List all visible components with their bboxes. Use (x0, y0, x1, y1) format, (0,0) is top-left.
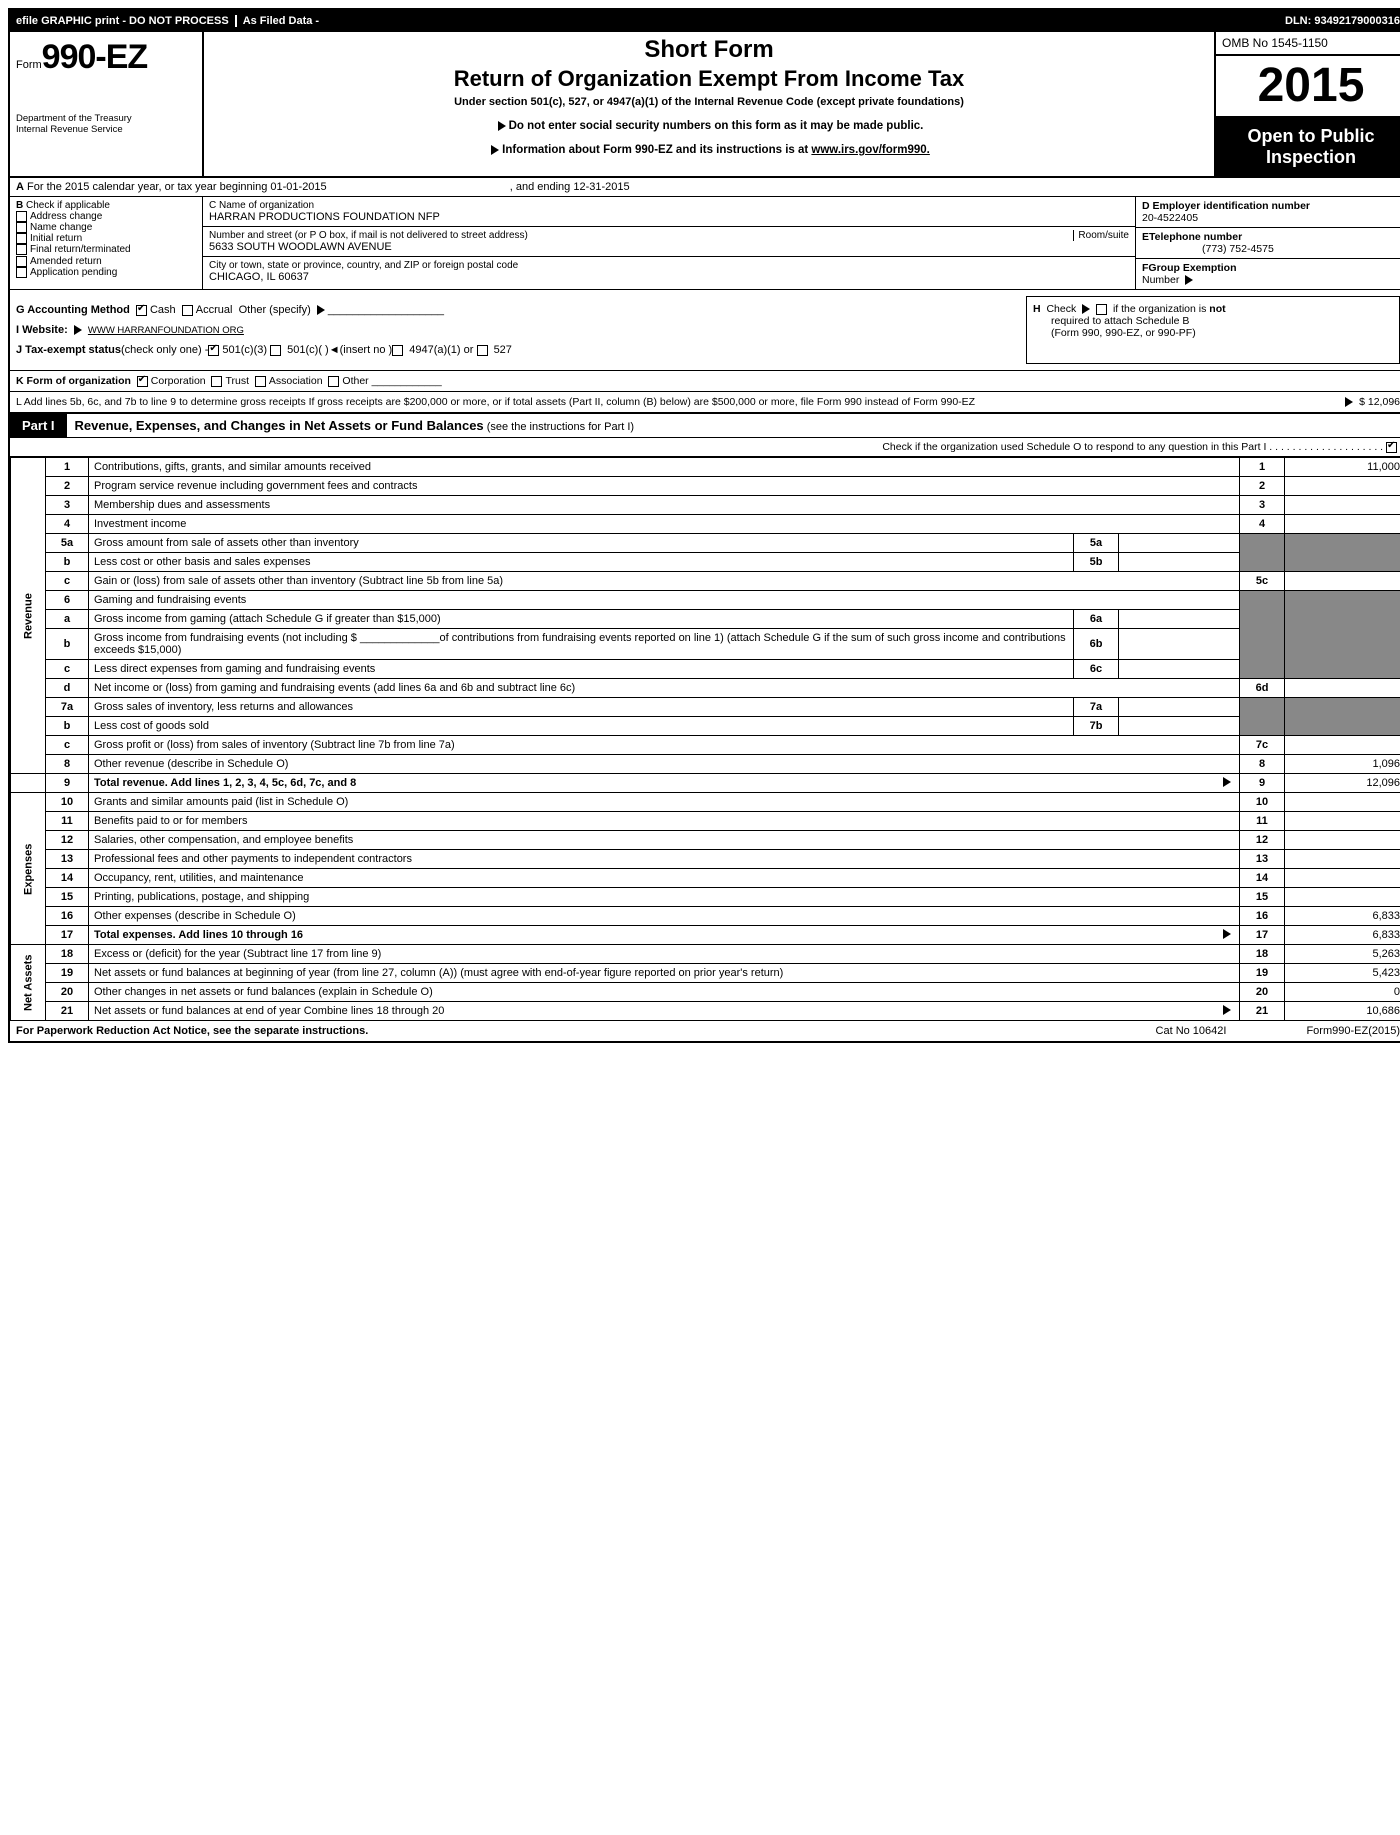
short-form-label: Short Form (210, 36, 1208, 64)
dln-label: DLN: 93492179000316 (1279, 15, 1400, 27)
triangle-icon (491, 145, 499, 155)
asfiled-label: As Filed Data - (237, 15, 325, 27)
form-container: efile GRAPHIC print - DO NOT PROCESS As … (8, 8, 1400, 1043)
checkbox[interactable] (16, 211, 27, 222)
lines-table: Revenue 1Contributions, gifts, grants, a… (10, 457, 1400, 1021)
checkbox[interactable] (255, 376, 266, 387)
checkbox[interactable] (392, 345, 403, 356)
section-A: A For the 2015 calendar year, or tax yea… (10, 178, 1400, 197)
checkbox[interactable] (16, 233, 27, 244)
section-GHI: G Accounting Method Cash Accrual Other (… (10, 290, 1400, 371)
netassets-label: Net Assets (11, 945, 46, 1021)
footer: For Paperwork Reduction Act Notice, see … (10, 1021, 1400, 1041)
checkbox[interactable] (211, 376, 222, 387)
checkbox-cash[interactable] (136, 305, 147, 316)
omb-label: OMB No 1545-1150 (1216, 32, 1400, 56)
checkbox[interactable] (1096, 304, 1107, 315)
triangle-icon (1082, 304, 1090, 314)
box-B: B Check if applicable Address change Nam… (10, 197, 203, 289)
header-mid: Short Form Return of Organization Exempt… (204, 32, 1214, 176)
checkbox[interactable] (16, 244, 27, 255)
box-C: C Name of organizationHARRAN PRODUCTIONS… (203, 197, 1136, 289)
under-label: Under section 501(c), 527, or 4947(a)(1)… (210, 96, 1208, 108)
checkbox[interactable] (328, 376, 339, 387)
checkbox[interactable] (137, 376, 148, 387)
title-label: Return of Organization Exempt From Incom… (210, 66, 1208, 92)
form-number: 990-EZ (42, 38, 148, 76)
header-right: OMB No 1545-1150 2015 Open to PublicInsp… (1214, 32, 1400, 176)
efile-label: efile GRAPHIC print - DO NOT PROCESS (10, 15, 237, 27)
dept2: Internal Revenue Service (16, 124, 196, 135)
top-bar: efile GRAPHIC print - DO NOT PROCESS As … (10, 10, 1400, 32)
triangle-icon (1223, 777, 1231, 787)
checkbox[interactable] (270, 345, 281, 356)
triangle-icon (1223, 929, 1231, 939)
section-L: L Add lines 5b, 6c, and 7b to line 9 to … (10, 392, 1400, 412)
header: Form990-EZ Department of the Treasury In… (10, 32, 1400, 178)
open-inspection: Open to PublicInspection (1216, 118, 1400, 176)
triangle-icon (1345, 397, 1353, 407)
section-K: K Form of organization Corporation Trust… (10, 371, 1400, 392)
part-I-header: Part I Revenue, Expenses, and Changes in… (10, 412, 1400, 438)
year-label: 2015 (1216, 56, 1400, 118)
header-left: Form990-EZ Department of the Treasury In… (10, 32, 204, 176)
dept1: Department of the Treasury (16, 113, 196, 124)
triangle-icon (1223, 1005, 1231, 1015)
expenses-label: Expenses (11, 793, 46, 945)
triangle-icon (1185, 275, 1193, 285)
checkbox[interactable] (16, 222, 27, 233)
triangle-icon (498, 121, 506, 131)
info-label: Information about Form 990-EZ and its in… (210, 144, 1208, 156)
irs-link[interactable]: www.irs.gov/form990. (811, 144, 929, 156)
checkbox[interactable] (477, 345, 488, 356)
triangle-icon (317, 305, 325, 315)
box-D: D Employer identification number20-45224… (1136, 197, 1400, 289)
triangle-icon (74, 325, 82, 335)
checkbox[interactable] (16, 267, 27, 278)
checkbox[interactable] (208, 345, 219, 356)
checkbox[interactable] (16, 256, 27, 267)
revenue-label: Revenue (11, 458, 46, 774)
notice-label: Do not enter social security numbers on … (210, 120, 1208, 132)
schedule-o-check: Check if the organization used Schedule … (10, 438, 1400, 457)
form-prefix: Form (16, 59, 42, 71)
box-H: H Check if the organization is not requi… (1026, 296, 1400, 364)
checkbox-accrual[interactable] (182, 305, 193, 316)
section-BCD: B Check if applicable Address change Nam… (10, 197, 1400, 290)
checkbox[interactable] (1386, 442, 1397, 453)
